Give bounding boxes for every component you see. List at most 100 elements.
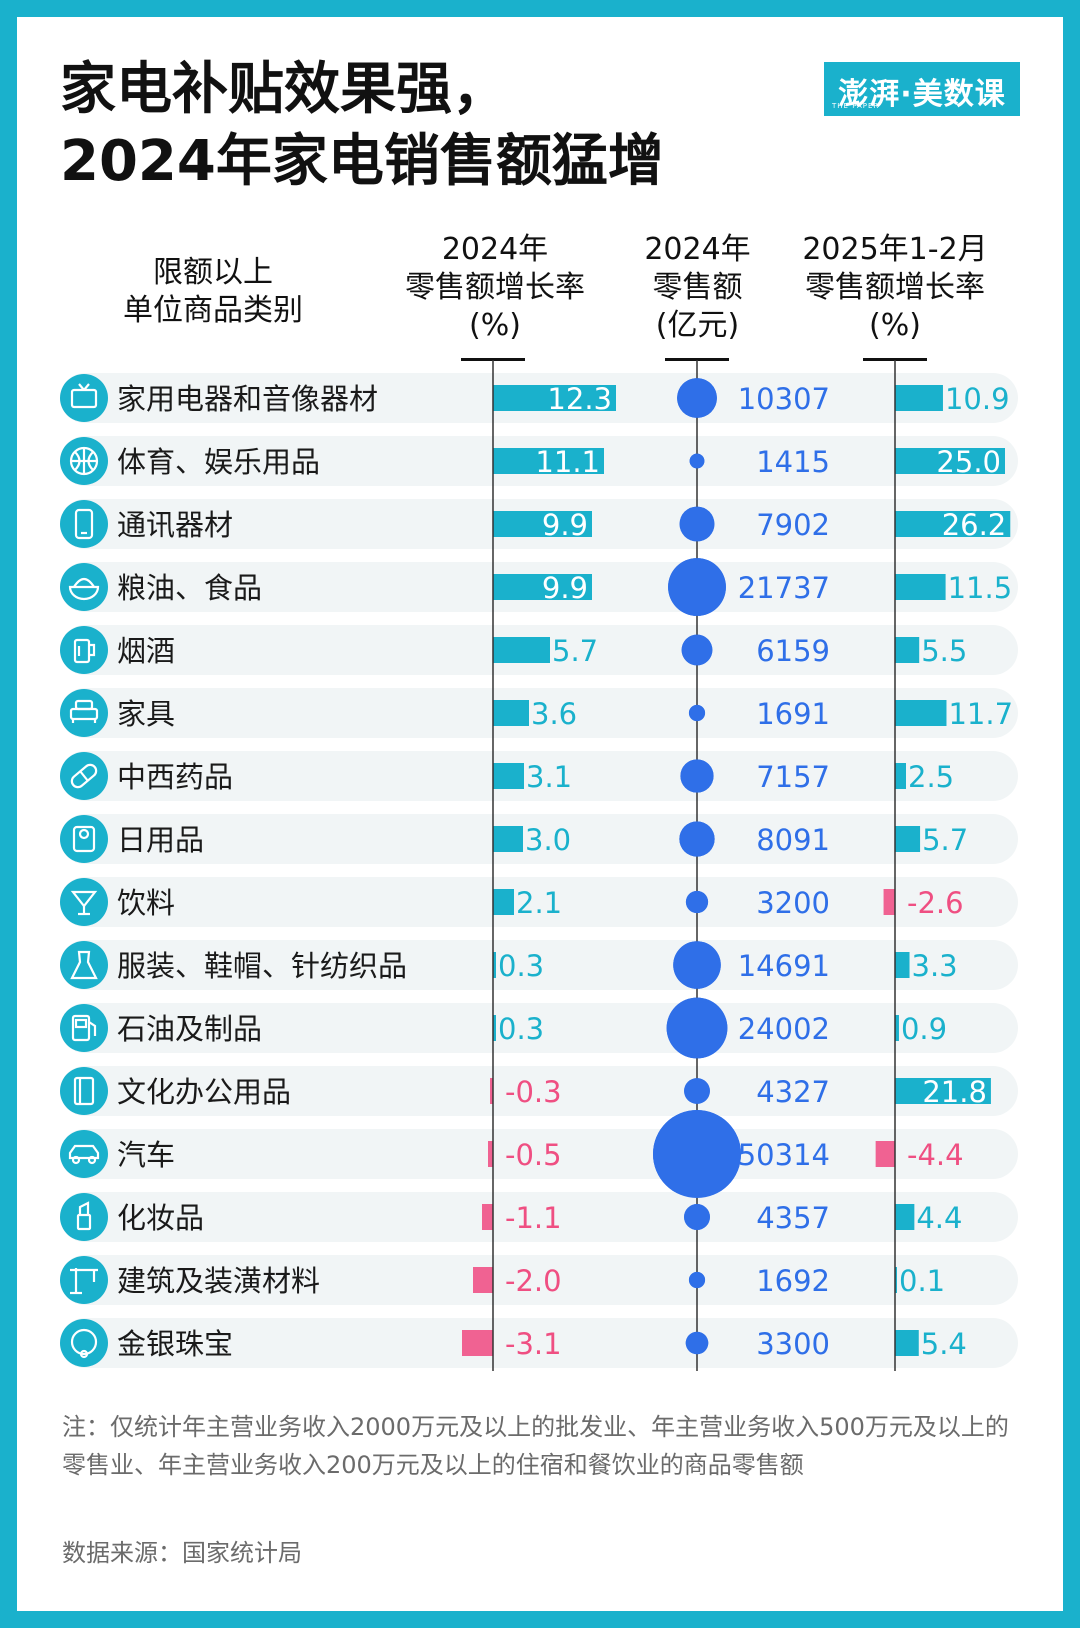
header-category: 限额以上 单位商品类别	[113, 254, 313, 330]
logo-text: 澎湃·美数课	[838, 77, 1006, 112]
header-growth-2025-line-3: (%)	[869, 308, 921, 343]
bubble-sales-2024-overlay	[677, 378, 717, 418]
lipstick-icon	[76, 1201, 92, 1231]
value-growth-2024: 2.1	[516, 886, 562, 920]
value-growth-2024: 9.9	[542, 508, 588, 542]
notebook-icon	[73, 1076, 95, 1106]
bubble-sales-2024-overlay	[688, 1271, 706, 1289]
bar-growth-2025	[895, 826, 921, 852]
icon-circle	[60, 878, 108, 926]
header-growth-2025: 2025年1-2月 零售额增长率 (%)	[785, 231, 1005, 345]
table-row	[60, 751, 1018, 801]
bar-growth-2024	[493, 763, 524, 789]
bar-growth-2025	[895, 385, 943, 411]
drink-icon	[70, 890, 98, 916]
value-growth-2025: -2.6	[907, 886, 964, 920]
category-label: 建筑及装潢材料	[117, 1264, 320, 1298]
bar-growth-2025	[895, 511, 1011, 537]
category-label: 烟酒	[117, 634, 175, 668]
bubble-sales-2024-overlay	[685, 1331, 709, 1355]
table-row	[60, 1318, 1018, 1368]
bar-growth-2024	[490, 1078, 493, 1104]
value-sales-2024: 4357	[756, 1201, 830, 1235]
value-sales-2024: 6159	[756, 634, 830, 668]
category-label: 中西药品	[117, 760, 233, 794]
bar-growth-2025	[895, 1015, 899, 1041]
value-growth-2024: -3.1	[505, 1327, 562, 1361]
value-sales-2024: 7902	[756, 508, 830, 542]
bar-growth-2024	[493, 952, 496, 978]
icon-circle	[60, 1193, 108, 1241]
category-label: 金银珠宝	[117, 1327, 233, 1361]
value-sales-2024: 3200	[756, 886, 830, 920]
header-category-line-2: 单位商品类别	[123, 293, 303, 328]
value-growth-2024: -1.1	[505, 1201, 562, 1235]
header-sales-2024-line-1: 2024年	[644, 232, 751, 267]
logo-subtext: THE PAPER	[832, 102, 880, 110]
bubble-sales-2024-overlay	[679, 506, 715, 542]
value-growth-2024: -0.3	[505, 1075, 562, 1109]
bubble-sales-2024-overlay	[689, 453, 705, 469]
bar-growth-2024	[493, 1015, 496, 1041]
value-sales-2024: 50314	[738, 1138, 830, 1172]
bubble-sales-2024-overlay	[688, 704, 706, 722]
bar-growth-2024	[473, 1267, 493, 1293]
crane-icon	[70, 1268, 98, 1295]
bubble-sales-2024-overlay	[680, 759, 714, 793]
bar-growth-2025	[895, 1078, 991, 1104]
beer-icon	[73, 638, 96, 664]
bubble-sales-2024-overlay	[685, 890, 709, 914]
bar-growth-2025	[895, 637, 920, 663]
bar-growth-2025	[895, 1330, 919, 1356]
bar-growth-2025	[883, 889, 895, 915]
table-row	[60, 1192, 1018, 1242]
title-line-1: 家电补贴效果强，	[60, 57, 508, 122]
category-label: 通讯器材	[117, 508, 233, 542]
header-category-line-1: 限额以上	[153, 255, 273, 290]
tv-icon	[70, 383, 98, 409]
bar-growth-2024	[493, 574, 592, 600]
value-growth-2025: 21.8	[922, 1075, 987, 1109]
category-label: 饮料	[117, 886, 175, 920]
bubble-sales-2024-overlay	[679, 821, 715, 857]
value-growth-2024: 3.1	[526, 760, 572, 794]
bar-growth-2025	[895, 952, 910, 978]
bar-growth-2025	[895, 700, 947, 726]
fuel-pump-icon	[71, 1014, 97, 1042]
necklace-icon	[70, 1328, 98, 1359]
category-label: 化妆品	[117, 1201, 204, 1235]
bubble-sales-2024-overlay	[653, 1110, 741, 1198]
value-growth-2025: 26.2	[942, 508, 1007, 542]
bar-growth-2025	[895, 574, 946, 600]
value-growth-2025: 5.4	[921, 1327, 967, 1361]
header-growth-2024-line-3: (%)	[469, 308, 521, 343]
header-growth-2024-line-1: 2024年	[441, 232, 549, 267]
category-label: 家具	[117, 697, 175, 731]
bar-growth-2024	[493, 700, 529, 726]
category-label: 石油及制品	[117, 1012, 262, 1046]
category-label: 粮油、食品	[117, 571, 262, 605]
page-title: 家电补贴效果强， 2024年家电销售额猛增	[60, 54, 664, 198]
bar-growth-2024	[493, 826, 523, 852]
pill-icon	[70, 763, 98, 789]
bubble-sales-2024-overlay	[684, 1078, 710, 1104]
value-growth-2025: 4.4	[916, 1201, 962, 1235]
icon-circle	[60, 500, 108, 548]
category-label: 汽车	[117, 1138, 175, 1172]
value-sales-2024: 4327	[756, 1075, 830, 1109]
value-growth-2025: 25.0	[936, 445, 1001, 479]
category-label: 文化办公用品	[117, 1075, 291, 1109]
bar-growth-2024	[493, 448, 604, 474]
icon-circle	[60, 1067, 108, 1115]
bar-growth-2024	[493, 637, 550, 663]
basketball-icon	[69, 446, 99, 476]
bubble-sales-2024-overlay	[666, 997, 728, 1059]
table-row	[60, 1255, 1018, 1305]
bar-growth-2024	[462, 1330, 493, 1356]
bubble-sales-2024-overlay	[684, 1204, 710, 1230]
value-growth-2025: 11.5	[948, 571, 1013, 605]
header-rule-sales-2024	[665, 358, 729, 361]
header-sales-2024: 2024年 零售额 (亿元)	[600, 231, 795, 345]
value-growth-2024: 5.7	[552, 634, 598, 668]
